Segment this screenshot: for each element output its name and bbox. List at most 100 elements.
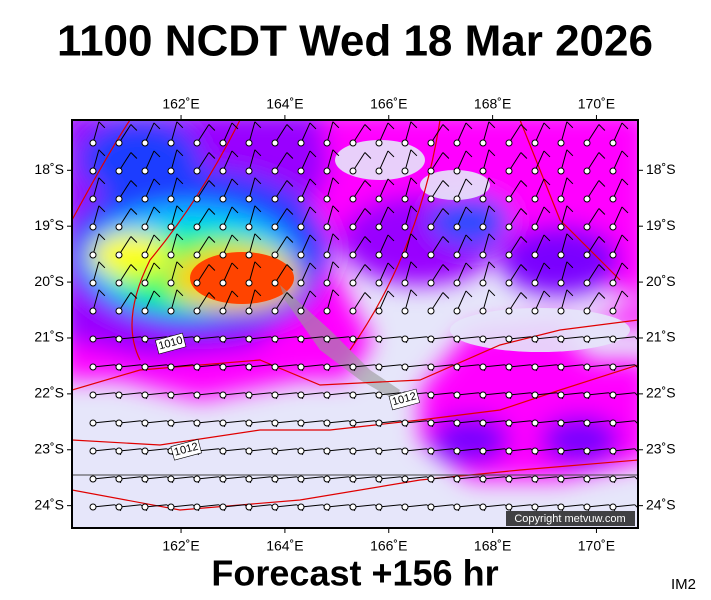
station — [297, 307, 305, 315]
station — [245, 447, 253, 455]
wind-barb — [274, 152, 288, 172]
wind-barb — [378, 336, 401, 340]
station — [271, 335, 279, 343]
wind-barb — [560, 336, 583, 340]
station — [505, 195, 513, 203]
wind-barb — [300, 178, 311, 200]
lon-label: 170˚E — [578, 538, 615, 554]
wind-barb — [98, 121, 106, 129]
station — [453, 307, 461, 315]
wind-barb — [456, 420, 479, 424]
station — [297, 363, 305, 371]
station — [349, 139, 357, 147]
wind-barb — [430, 208, 444, 228]
station — [245, 475, 253, 483]
station — [323, 363, 331, 371]
station — [193, 307, 201, 315]
station — [141, 447, 149, 455]
station — [219, 419, 227, 427]
wind-barb — [520, 152, 528, 159]
wind-barb — [176, 177, 184, 185]
wind-barb — [254, 205, 262, 213]
station — [583, 419, 591, 427]
wind-barb — [98, 149, 106, 157]
station — [271, 363, 279, 371]
wind-barb — [387, 290, 395, 298]
station — [193, 195, 201, 203]
wind-barb — [543, 178, 551, 186]
station — [427, 279, 435, 287]
lat-label: 18˚S — [34, 161, 64, 177]
copyright: Copyright metvuw.com — [514, 513, 625, 525]
station — [505, 307, 513, 315]
wind-barb — [248, 364, 271, 368]
station — [349, 363, 357, 371]
wind-barb — [508, 236, 522, 256]
wind-barb — [248, 149, 256, 172]
wind-barb — [118, 180, 132, 200]
station — [505, 391, 513, 399]
wind-barb — [286, 180, 294, 187]
wind-barb — [196, 336, 219, 340]
station — [89, 251, 97, 259]
station — [349, 503, 357, 511]
station — [271, 251, 279, 259]
wind-barb — [560, 392, 583, 396]
station — [401, 167, 409, 175]
wind-barb — [248, 121, 256, 144]
wind-barb — [404, 205, 412, 228]
wind-barb — [332, 289, 340, 297]
wind-barb — [208, 180, 216, 187]
wind-barb — [534, 150, 545, 172]
station — [427, 251, 435, 259]
station — [505, 503, 513, 511]
wind-barb — [482, 121, 490, 144]
wind-barb — [465, 234, 473, 242]
wind-barb — [300, 262, 311, 284]
wind-barb — [92, 336, 115, 340]
wind-barb — [196, 180, 210, 200]
station — [557, 419, 565, 427]
station — [297, 391, 305, 399]
station — [505, 223, 513, 231]
station — [479, 419, 487, 427]
station — [219, 139, 227, 147]
wind-barb — [300, 392, 323, 396]
wind-barb — [144, 448, 167, 452]
wind-barb — [566, 177, 574, 185]
wind-barb — [456, 178, 467, 200]
wind-barb — [92, 364, 115, 368]
station — [349, 279, 357, 287]
station — [349, 167, 357, 175]
wind-barb — [332, 121, 340, 129]
station — [219, 279, 227, 287]
wind-barb — [387, 122, 395, 130]
station — [401, 307, 409, 315]
station — [271, 307, 279, 315]
wind-barb — [442, 208, 450, 215]
wind-barb — [248, 392, 271, 396]
station — [349, 391, 357, 399]
wind-barb — [560, 504, 583, 508]
wind-barb — [621, 290, 629, 298]
station — [531, 251, 539, 259]
wind-barb — [176, 261, 184, 269]
wind-barb — [222, 206, 233, 228]
wind-barb — [612, 504, 635, 508]
wind-barb — [118, 264, 132, 284]
station — [193, 251, 201, 259]
wind-barb — [364, 152, 372, 159]
station — [297, 223, 305, 231]
station — [219, 307, 227, 315]
wind-barb — [378, 392, 401, 396]
station — [219, 195, 227, 203]
wind-barb — [404, 420, 427, 424]
wind-barb — [274, 504, 297, 508]
station — [323, 307, 331, 315]
wind-barb — [176, 289, 184, 297]
station — [115, 195, 123, 203]
station — [609, 475, 617, 483]
wind-barb — [508, 208, 522, 228]
wind-barb — [586, 292, 600, 312]
